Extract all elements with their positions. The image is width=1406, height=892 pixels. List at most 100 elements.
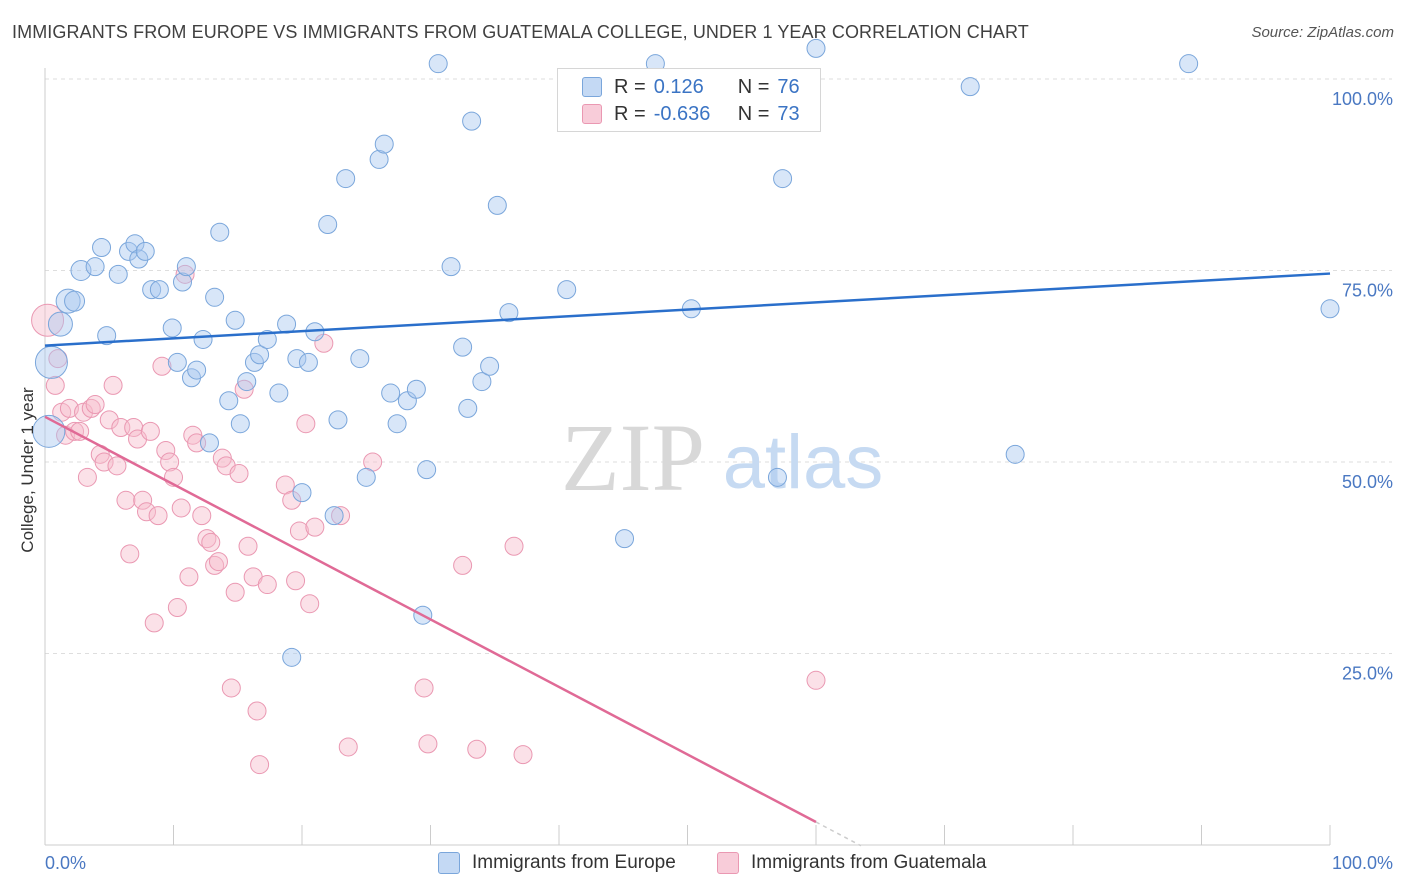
europe-point	[210, 222, 230, 242]
europe-point	[250, 345, 270, 365]
europe-point	[282, 647, 302, 667]
guatemala-point	[197, 529, 217, 549]
guatemala-point	[85, 395, 105, 415]
europe-point	[92, 238, 112, 258]
watermark-atlas: atlas	[723, 420, 884, 505]
europe-point	[129, 249, 149, 269]
guatemala-point	[45, 375, 65, 395]
europe-point	[64, 290, 86, 312]
guatemala-point	[144, 613, 164, 633]
guatemala-point	[289, 521, 309, 541]
europe-r-value: 0.126	[653, 75, 704, 98]
europe-point	[374, 134, 394, 154]
europe-r-label: R =	[614, 75, 646, 98]
europe-point	[162, 318, 182, 338]
europe-point	[428, 54, 448, 74]
europe-trend-line	[44, 272, 1331, 347]
europe-point	[34, 345, 68, 379]
guatemala-point	[152, 356, 172, 376]
chart-title: IMMIGRANTS FROM EUROPE VS IMMIGRANTS FRO…	[12, 22, 1029, 42]
y-tick-label: 25.0%	[1342, 664, 1393, 684]
europe-point	[55, 288, 81, 314]
guatemala-point	[137, 502, 157, 522]
guatemala-point	[175, 264, 195, 284]
tick-labels: 25.0% 50.0% 75.0% 100.0% 0.0% 100.0%	[45, 89, 1393, 873]
guatemala-point	[467, 739, 487, 759]
guatemala-point	[286, 571, 306, 591]
guatemala-r-label: R =	[614, 102, 646, 125]
europe-legend-label: Immigrants from Europe	[472, 852, 676, 873]
europe-point	[225, 310, 245, 330]
guatemala-point	[59, 398, 79, 418]
europe-point	[149, 280, 169, 300]
guatemala-point	[418, 734, 438, 754]
europe-point	[462, 111, 482, 131]
x-tick-label: 0.0%	[45, 853, 86, 873]
guatemala-point	[250, 755, 270, 775]
guatemala-point	[148, 506, 168, 526]
watermark: ZIP atlas	[561, 404, 883, 511]
guatemala-point	[103, 375, 123, 395]
guatemala-point	[238, 536, 258, 556]
europe-point	[453, 337, 473, 357]
guatemala-point	[133, 490, 153, 510]
europe-point	[458, 398, 478, 418]
guatemala-point	[257, 575, 277, 595]
watermark-zip: ZIP	[561, 404, 705, 511]
europe-point	[557, 280, 577, 300]
guatemala-n-label: N =	[737, 102, 770, 125]
guatemala-point	[116, 490, 136, 510]
guatemala-point	[513, 745, 533, 765]
guatemala-point	[140, 421, 160, 441]
guatemala-legend-label: Immigrants from Guatemala	[751, 852, 987, 873]
legend-item-europe: Immigrants from Europe	[438, 852, 676, 874]
europe-n-value: 76	[777, 75, 800, 98]
europe-point	[1179, 54, 1199, 74]
europe-point	[167, 352, 187, 372]
guatemala-point	[208, 552, 228, 572]
europe-point	[172, 272, 192, 292]
europe-point	[176, 257, 196, 277]
europe-point	[298, 352, 318, 372]
guatemala-point	[504, 536, 524, 556]
europe-point	[119, 241, 139, 261]
europe-point	[230, 414, 250, 434]
y-tick-label: 100.0%	[1332, 89, 1393, 109]
europe-point	[292, 483, 312, 503]
europe-point	[85, 257, 105, 277]
guatemala-point	[296, 414, 316, 434]
guatemala-point	[234, 379, 254, 399]
europe-point	[219, 391, 239, 411]
guatemala-n-value: 73	[777, 102, 800, 125]
europe-point	[97, 326, 117, 346]
guatemala-point	[94, 452, 114, 472]
europe-point	[257, 329, 277, 349]
europe-point	[406, 379, 426, 399]
guatemala-point	[338, 737, 358, 757]
europe-point	[47, 311, 73, 337]
europe-point	[287, 349, 307, 369]
guatemala-point	[107, 456, 127, 476]
x-tick-label: 100.0%	[1332, 853, 1393, 873]
guatemala-point	[453, 555, 473, 575]
europe-point	[960, 77, 980, 97]
europe-point	[187, 360, 207, 380]
europe-point	[499, 303, 519, 323]
guatemala-point	[331, 506, 351, 526]
guatemala-point	[229, 463, 249, 483]
europe-point	[324, 506, 344, 526]
guatemala-point	[171, 498, 191, 518]
legend-row-guatemala: R = -0.636 N = 73	[582, 101, 800, 127]
legend-item-guatemala: Immigrants from Guatemala	[717, 852, 986, 874]
europe-point	[381, 383, 401, 403]
guatemala-point	[414, 678, 434, 698]
europe-point	[773, 169, 793, 189]
guatemala-swatch	[582, 104, 602, 124]
guatemala-point	[167, 598, 187, 618]
guatemala-points	[31, 264, 826, 775]
europe-point	[487, 195, 507, 215]
guatemala-point	[305, 517, 325, 537]
europe-point	[318, 215, 338, 235]
guatemala-point	[99, 410, 119, 430]
